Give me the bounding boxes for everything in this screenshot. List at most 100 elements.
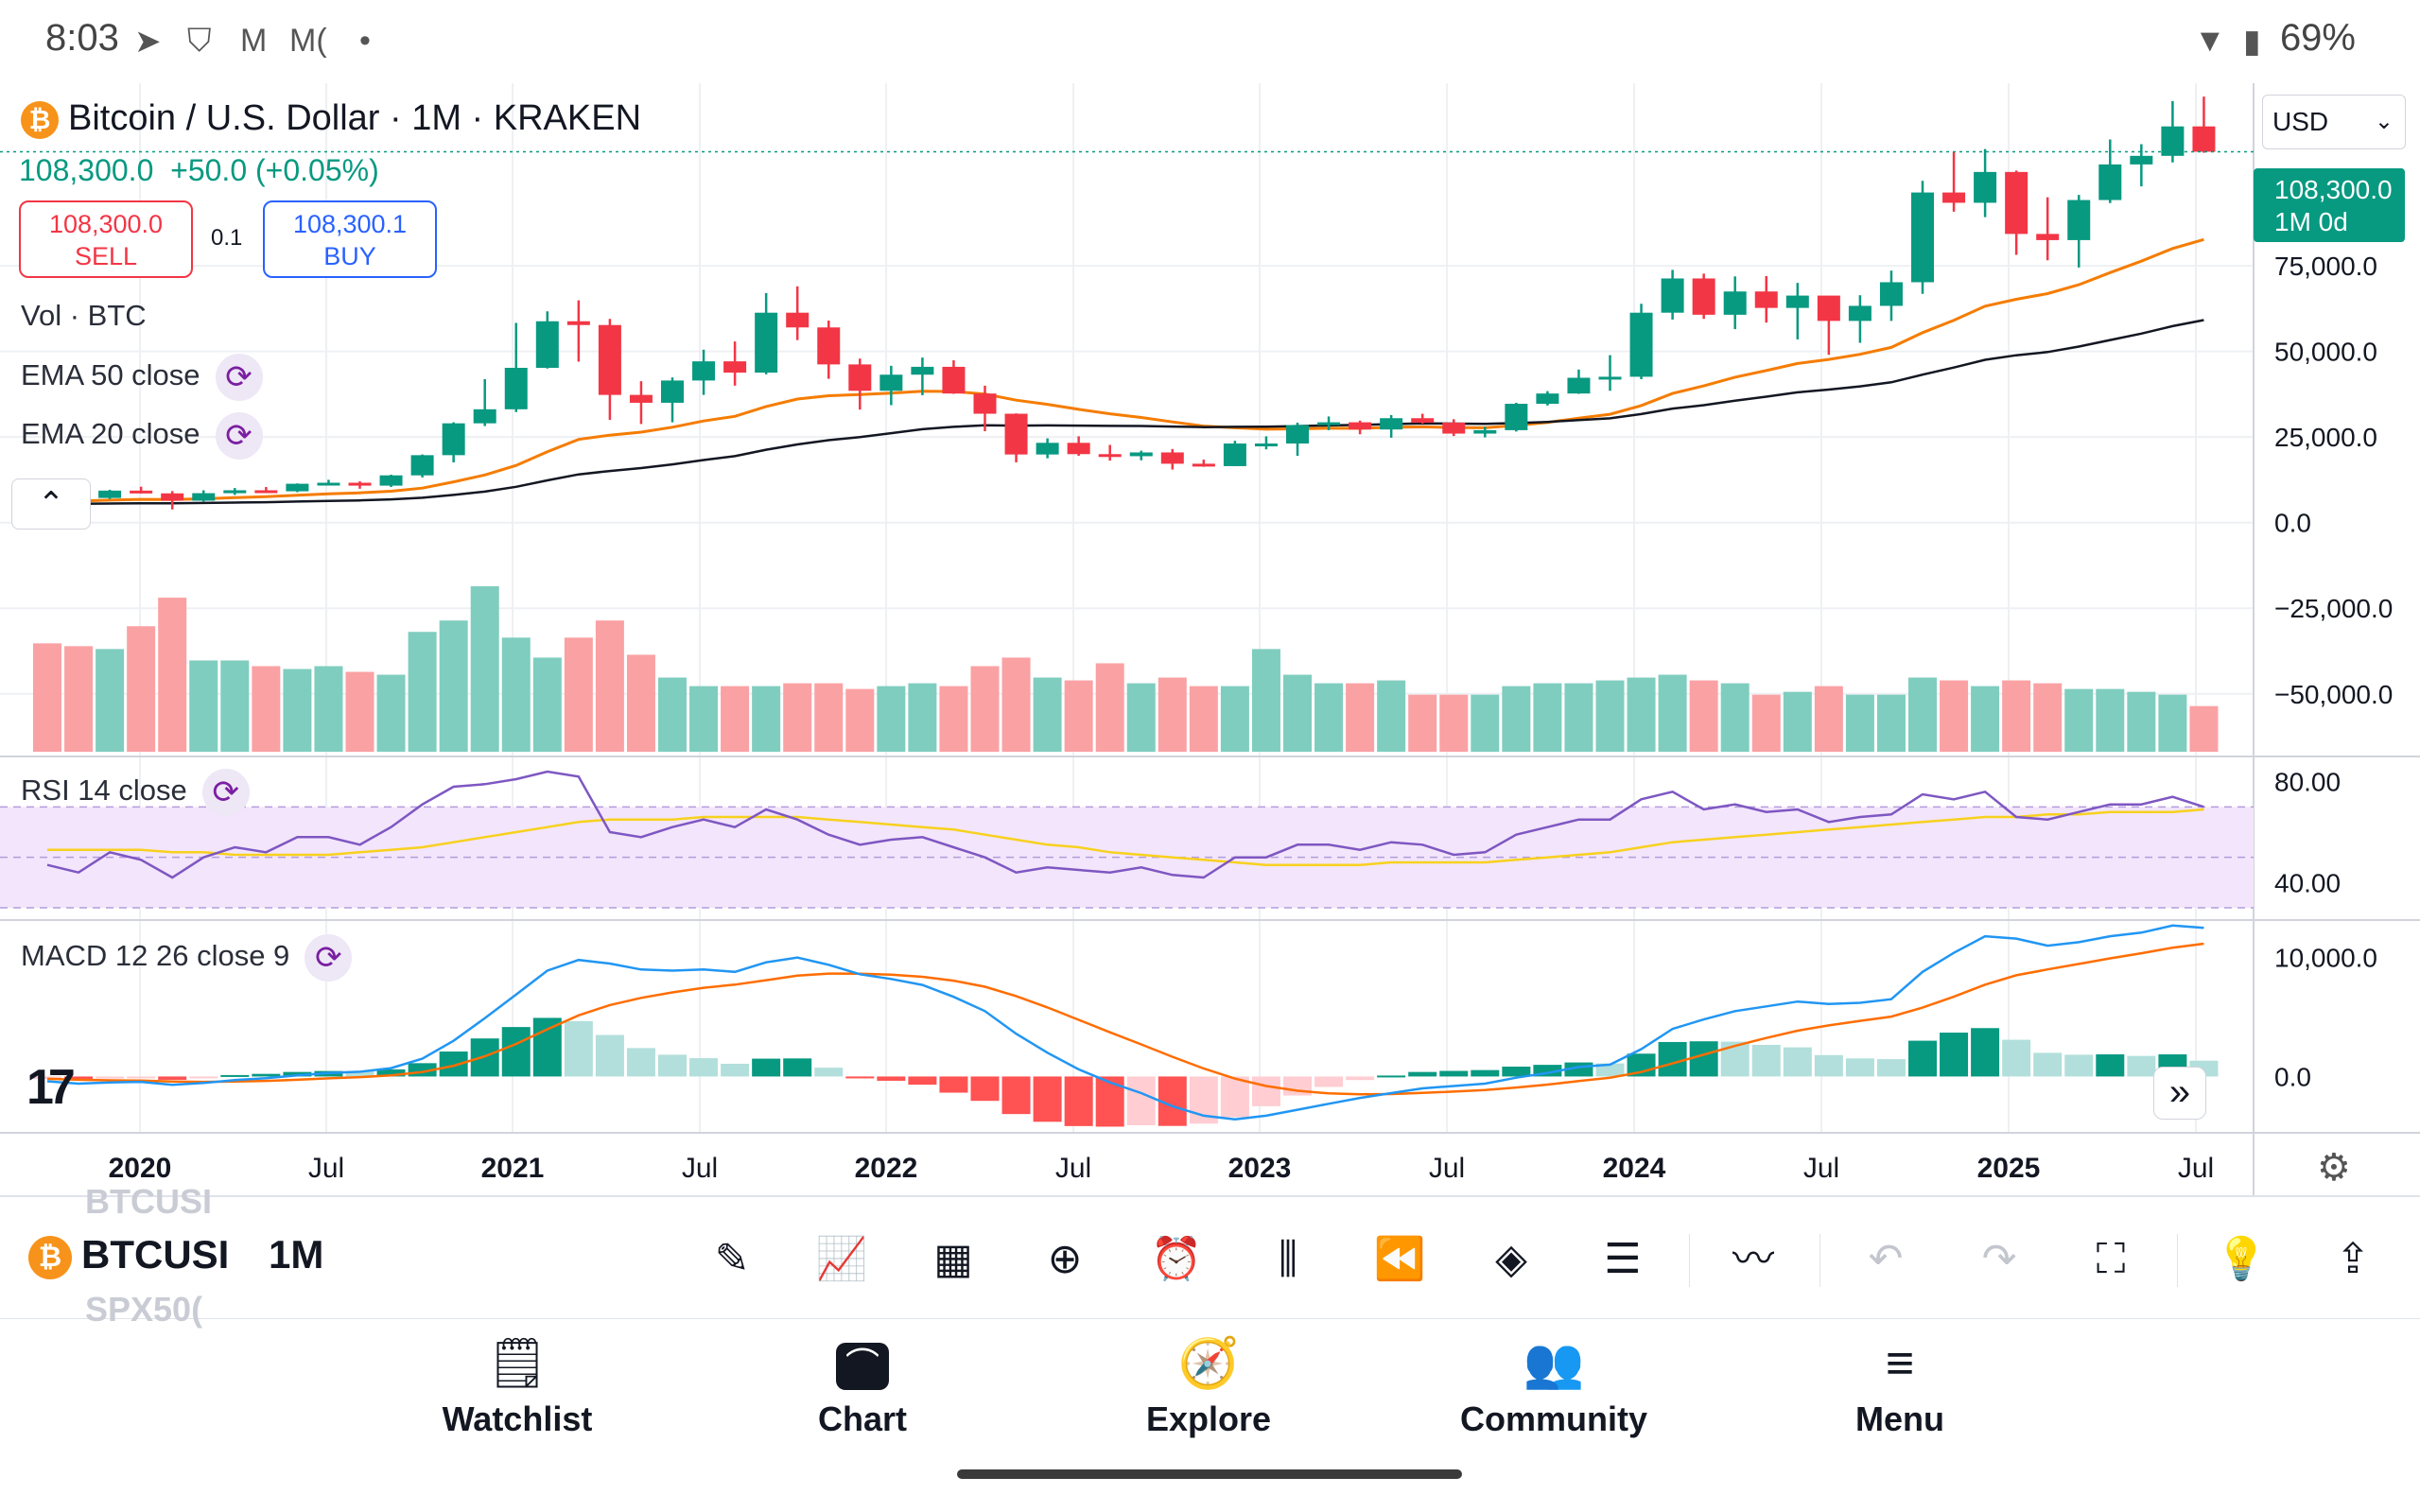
buy-button[interactable]: 108,300.1 BUY	[263, 200, 437, 278]
refresh-icon[interactable]: ⟳	[215, 412, 263, 460]
ema20-legend[interactable]: EMA 20 close ⟳	[21, 412, 263, 460]
macd-histogram-bar	[1251, 1076, 1280, 1106]
volume-legend[interactable]: Vol · BTC	[21, 299, 147, 332]
volume-bar	[1876, 694, 1906, 752]
add-idea-icon[interactable]: 💡	[2215, 1236, 2268, 1282]
candle-body	[566, 321, 590, 325]
volume-bar	[1314, 683, 1344, 752]
refresh-icon[interactable]: ⟳	[201, 769, 250, 816]
nav-community[interactable]: 👥 Community	[1440, 1333, 1667, 1439]
macd-histogram-bar	[1658, 1041, 1687, 1077]
volume-bar	[2158, 694, 2187, 752]
candle-body	[130, 490, 153, 494]
add-icon[interactable]: ⊕	[1047, 1236, 1083, 1282]
volume-bar	[595, 620, 624, 752]
macd-histogram-bar	[1751, 1044, 1781, 1077]
scroll-to-realtime-button[interactable]: »	[2153, 1067, 2206, 1120]
volume-bar	[2189, 705, 2219, 752]
share-icon[interactable]: ⇪	[2335, 1236, 2371, 1282]
macd-histogram-bar	[2002, 1039, 2031, 1077]
more-notif-dot: •	[359, 23, 371, 59]
macd-histogram-bar	[1377, 1075, 1406, 1078]
candle-body	[911, 366, 934, 375]
nav-chart[interactable]: ⌒ Chart	[749, 1333, 976, 1439]
chart-canvas[interactable]: 75,000.0 50,000.0 25,000.0 0.0 −25,000.0 −50,…	[0, 83, 2420, 1196]
volume-bar	[1346, 683, 1375, 752]
candle-body	[817, 327, 841, 365]
ema50-legend[interactable]: EMA 50 close ⟳	[21, 354, 263, 401]
volume-bar	[345, 671, 374, 752]
ticker-prev[interactable]: BTCUSI	[85, 1182, 212, 1221]
refresh-icon[interactable]: ⟳	[215, 354, 263, 401]
layers-icon[interactable]: ◈	[1495, 1236, 1527, 1282]
macd-histogram-bar	[752, 1058, 781, 1077]
macd-axis-label: 10,000.0	[2274, 944, 2377, 973]
volume-bar	[220, 660, 250, 752]
macd-histogram-bar	[626, 1048, 655, 1077]
chevron-up-icon: ⌃	[37, 486, 65, 522]
volume-bar	[1095, 663, 1124, 752]
price-axis-label: 0.0	[2274, 509, 2311, 538]
settings-sliders-icon[interactable]: ☰	[1604, 1236, 1642, 1282]
volume-bar	[1595, 680, 1625, 752]
sell-button[interactable]: 108,300.0 SELL	[19, 200, 193, 278]
candle-body	[598, 324, 621, 395]
macd-histogram-bar	[1064, 1076, 1093, 1126]
currency-select[interactable]: USD ⌄	[2262, 95, 2406, 149]
candle-body	[379, 475, 403, 486]
macd-histogram-bar	[1471, 1069, 1500, 1077]
nav-explore[interactable]: 🧭 Explore	[1095, 1333, 1322, 1439]
candle-body	[2067, 200, 2091, 240]
replay-icon[interactable]: ⏪	[1373, 1236, 1426, 1282]
battery-level: 69%	[2279, 17, 2356, 59]
fullscreen-icon[interactable]: ⛶	[2096, 1236, 2126, 1282]
volume-bar	[1564, 683, 1593, 752]
candle-body	[2161, 126, 2185, 156]
redo-icon[interactable]: ↷	[1981, 1236, 2017, 1282]
volume-bar	[96, 649, 125, 752]
time-axis-label: Jul	[1055, 1153, 1091, 1184]
candle-body	[442, 423, 465, 456]
candle-body	[1004, 413, 1028, 455]
double-chevron-right-icon: »	[2168, 1071, 2191, 1113]
volume-bar	[64, 646, 94, 752]
ticker-selector[interactable]: ₿ BTCUSI	[28, 1232, 229, 1279]
macd-histogram-bar	[721, 1063, 750, 1077]
macd-histogram-bar	[252, 1073, 281, 1077]
macd-signal-line	[46, 942, 2204, 1096]
bar-style-icon[interactable]: ⫼	[1278, 1236, 1298, 1282]
macd-histogram-bar	[1876, 1059, 1906, 1077]
candle-body	[1536, 393, 1559, 405]
volume-bar	[1658, 674, 1687, 752]
community-icon: 👥	[1523, 1336, 1585, 1391]
symbol-title[interactable]: ₿ Bitcoin / U.S. Dollar · 1M · KRAKEN	[21, 98, 641, 139]
collapse-legend-button[interactable]: ⌃	[11, 478, 91, 530]
order-quantity[interactable]: 0.1	[211, 225, 243, 251]
nav-watchlist[interactable]: 🗒 Watchlist	[404, 1333, 631, 1439]
candle-body	[1442, 422, 1466, 434]
nav-menu[interactable]: ≡ Menu	[1786, 1333, 2013, 1439]
candle-body	[629, 394, 653, 403]
brush-icon[interactable]: ✎	[714, 1236, 750, 1282]
undo-icon[interactable]: ↶	[1868, 1236, 1904, 1282]
compare-icon[interactable]: 〰	[1732, 1236, 1774, 1282]
candle-body	[192, 493, 216, 501]
interval-selector[interactable]: 1M	[269, 1232, 324, 1277]
candle-body	[2036, 234, 2060, 240]
macd-histogram-bar	[689, 1058, 719, 1077]
macd-histogram-bar	[1971, 1028, 2000, 1077]
home-indicator[interactable]	[957, 1469, 1462, 1479]
templates-icon[interactable]: ▦	[933, 1236, 973, 1282]
volume-bar	[658, 677, 687, 752]
chart-settings-icon[interactable]: ⚙	[2317, 1147, 2351, 1189]
ticker-next[interactable]: SPX50(	[85, 1290, 203, 1329]
wifi-icon: ▼	[2194, 23, 2226, 59]
alert-icon[interactable]: ⏰	[1150, 1236, 1203, 1282]
volume-bar	[2064, 688, 2094, 752]
candle-body	[2005, 171, 2028, 235]
rsi-legend[interactable]: RSI 14 close ⟳	[21, 769, 250, 816]
macd-legend[interactable]: MACD 12 26 close 9 ⟳	[21, 934, 353, 982]
refresh-icon[interactable]: ⟳	[305, 934, 353, 982]
tradingview-logo[interactable]: 17	[26, 1060, 76, 1115]
indicators-icon[interactable]: 📈	[815, 1236, 868, 1282]
